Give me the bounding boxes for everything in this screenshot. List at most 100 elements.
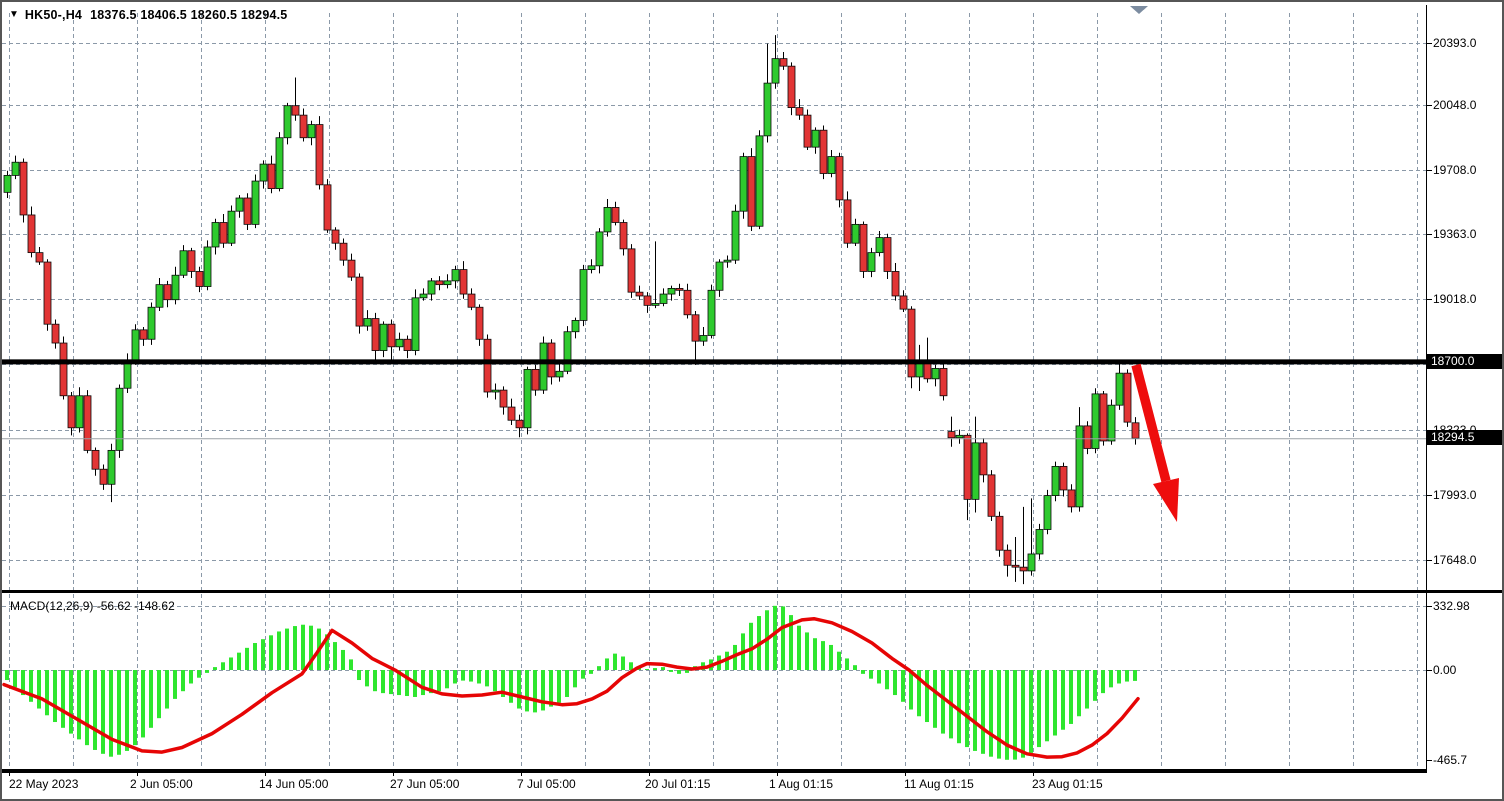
macd-bar	[357, 670, 361, 681]
candle	[123, 361, 132, 389]
scroll-marker-icon[interactable]	[1130, 6, 1148, 14]
candle	[1003, 549, 1012, 566]
macd-bar	[605, 658, 609, 670]
candle	[115, 387, 124, 451]
candle	[171, 274, 180, 301]
macd-bar	[589, 670, 593, 674]
macd-bar	[325, 634, 329, 670]
macd-bar	[989, 670, 993, 757]
macd-bar	[293, 626, 297, 670]
macd-bar	[173, 670, 177, 699]
candle	[659, 293, 668, 304]
candle	[507, 406, 516, 421]
macd-bar	[133, 670, 137, 746]
macd-bar	[861, 670, 865, 674]
macd-bar	[533, 670, 537, 713]
candle	[907, 308, 916, 378]
macd-bar	[1037, 670, 1041, 748]
candle	[795, 107, 804, 116]
candle	[491, 389, 500, 393]
candle	[899, 295, 908, 310]
candle	[555, 370, 564, 378]
candle	[339, 242, 348, 261]
time-axis-label: 27 Jun 05:00	[390, 777, 460, 791]
macd-bar	[349, 659, 353, 670]
macd-bar	[845, 658, 849, 670]
macd-bar	[733, 644, 737, 670]
candle	[715, 261, 724, 291]
candle	[27, 214, 36, 254]
candle	[939, 368, 948, 397]
candle	[187, 250, 196, 272]
macd-bar	[309, 625, 313, 670]
macd-bar	[1029, 670, 1033, 753]
candle	[683, 289, 692, 316]
macd-bar	[5, 670, 9, 681]
macd-bar	[813, 638, 817, 670]
macd-bar	[629, 662, 633, 670]
candle	[627, 248, 636, 293]
macd-bar	[1109, 670, 1113, 688]
macd-bar	[581, 670, 585, 679]
macd-bar	[677, 670, 681, 674]
macd-bar	[381, 670, 385, 694]
candle	[739, 156, 748, 212]
candle	[587, 265, 596, 270]
macd-bar	[821, 641, 825, 670]
macd-bar	[21, 670, 25, 696]
candle	[691, 314, 700, 342]
trend-arrow[interactable]	[1131, 363, 1179, 522]
candle	[443, 280, 452, 286]
candle	[675, 288, 684, 291]
macd-bar	[1021, 670, 1025, 758]
candle	[227, 210, 236, 244]
macd-bar	[53, 670, 57, 723]
macd-bar	[477, 670, 481, 684]
macd-bar	[685, 670, 689, 673]
macd-bar	[45, 670, 49, 716]
macd-bar	[981, 670, 985, 754]
macd-bar	[277, 631, 281, 670]
price-scale-label: 20048.0	[1433, 98, 1477, 112]
symbol-collapse-icon[interactable]: ▼	[9, 9, 19, 20]
candle	[995, 515, 1004, 551]
candle	[987, 474, 996, 517]
macd-bar	[797, 625, 801, 670]
candle	[91, 449, 100, 470]
candle	[419, 293, 428, 299]
macd-bar	[805, 632, 809, 670]
candle	[403, 338, 412, 351]
macd-bar	[1133, 670, 1137, 681]
price-scale-label: 20393.0	[1433, 36, 1477, 50]
support-line-18700[interactable]	[2, 359, 1426, 365]
macd-bar	[1061, 670, 1065, 730]
candle	[323, 184, 332, 231]
macd-bar	[1045, 670, 1049, 742]
candle	[267, 163, 276, 189]
macd-bar	[245, 647, 249, 670]
macd-bar	[125, 670, 129, 751]
candle	[475, 306, 484, 340]
candle	[979, 442, 988, 476]
candle	[51, 323, 60, 344]
candle	[435, 280, 444, 286]
candle	[1131, 422, 1140, 439]
candle	[219, 222, 228, 244]
price-scale-label: 17648.0	[1433, 553, 1477, 567]
candle	[1035, 529, 1044, 555]
candle	[723, 259, 732, 263]
macd-bar	[37, 670, 41, 709]
candle	[347, 259, 356, 278]
macd-bar	[829, 644, 833, 670]
macd-bar	[69, 670, 73, 734]
macd-bar	[885, 670, 889, 690]
macd-bar	[1053, 670, 1057, 736]
candle	[291, 105, 300, 116]
candlesticks	[3, 35, 1140, 585]
chart-title-row: ▼ HK50-,H4 18376.5 18406.5 18260.5 18294.…	[9, 8, 287, 22]
candle	[779, 58, 788, 67]
macd-signal-line	[2, 616, 1140, 759]
macd-bar	[965, 670, 969, 748]
